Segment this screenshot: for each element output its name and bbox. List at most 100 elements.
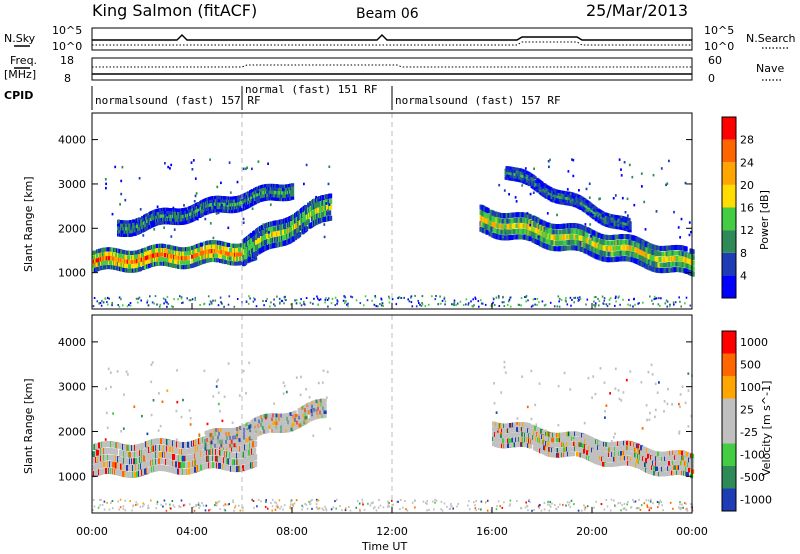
echo-cell	[567, 170, 570, 173]
echo-cell	[474, 296, 476, 299]
echo-cell	[574, 296, 577, 299]
echo-cell	[202, 209, 206, 213]
echo-cell	[129, 451, 133, 458]
echo-cell	[255, 425, 259, 429]
echo-cell	[511, 175, 515, 179]
echo-cell	[400, 297, 403, 299]
echo-cell	[212, 236, 215, 240]
echo-cell	[648, 248, 652, 254]
echo-cell	[374, 295, 376, 297]
echo-cell	[166, 305, 168, 308]
echo-cell	[209, 300, 212, 303]
echo-cell	[165, 248, 169, 253]
echo-cell	[527, 180, 531, 184]
echo-cell	[527, 299, 529, 302]
echo-cell	[201, 213, 205, 217]
echo-cell	[657, 251, 661, 257]
echo-cell	[680, 305, 682, 308]
echo-cell	[226, 202, 229, 206]
echo-cell	[167, 459, 171, 466]
echo-cell	[172, 206, 175, 210]
echo-cell	[555, 235, 559, 241]
echo-cell	[168, 244, 172, 249]
echo-cell	[561, 201, 565, 205]
echo-cell	[149, 250, 153, 255]
echo-cell	[241, 458, 245, 465]
echo-cell	[498, 183, 501, 187]
echo-cell	[148, 460, 152, 467]
echo-cell	[545, 196, 549, 199]
echo-cell	[638, 302, 640, 305]
echo-cell	[229, 191, 232, 194]
echo-cell	[566, 303, 569, 306]
echo-cell	[630, 257, 634, 263]
echo-cell	[248, 256, 252, 262]
echo-cell	[329, 193, 333, 199]
echo-cell	[194, 296, 197, 299]
echo-cell	[565, 297, 567, 300]
echo-cell	[336, 302, 338, 305]
echo-cell	[506, 171, 510, 175]
echo-cell	[410, 295, 413, 298]
echo-cell	[178, 247, 182, 252]
echo-cell	[521, 212, 525, 218]
echo-cell	[685, 269, 689, 274]
echo-cell	[525, 296, 527, 299]
echo-cell	[380, 298, 383, 301]
echo-cell	[477, 300, 480, 303]
echo-cell	[138, 262, 142, 267]
echo-cell	[239, 252, 243, 257]
echo-cell	[620, 215, 623, 219]
echo-cell	[270, 238, 274, 243]
echo-cell	[175, 448, 179, 454]
echo-cell	[227, 260, 231, 265]
echo-cell	[470, 300, 472, 303]
echo-cell	[625, 222, 629, 226]
echo-cell	[294, 421, 298, 426]
echo-cell	[189, 299, 192, 302]
echo-cell	[598, 300, 601, 303]
echo-cell	[282, 235, 286, 241]
echo-cell	[199, 304, 201, 306]
echo-cell	[146, 213, 150, 217]
echo-cell	[545, 187, 549, 191]
echo-cell	[263, 304, 265, 307]
echo-cell	[293, 426, 297, 430]
echo-cell	[615, 245, 619, 251]
echo-cell	[221, 203, 223, 207]
echo-cell	[291, 193, 295, 197]
echo-cell	[230, 196, 234, 200]
echo-cell	[327, 182, 330, 186]
echo-cell	[582, 200, 586, 204]
echo-cell	[183, 204, 185, 207]
echo-cell	[305, 226, 309, 232]
echo-cell	[318, 196, 320, 200]
echo-cell	[111, 302, 113, 304]
echo-cell	[118, 456, 122, 463]
echo-cell	[201, 251, 205, 256]
echo-cell	[280, 421, 284, 426]
echo-cell	[208, 244, 212, 249]
echo-cell	[117, 226, 119, 230]
echo-cell	[518, 304, 521, 306]
echo-cell	[95, 443, 99, 450]
echo-cell	[520, 297, 523, 300]
echo-cell	[606, 218, 610, 222]
echo-cell	[633, 297, 635, 300]
echo-cell	[691, 249, 695, 255]
echo-cell	[207, 258, 211, 263]
echo-cell	[665, 183, 667, 187]
echo-cell	[133, 250, 137, 255]
echo-cell	[493, 213, 496, 217]
echo-cell	[291, 186, 295, 190]
echo-cell	[271, 425, 275, 429]
echo-cell	[560, 193, 564, 197]
echo-cell	[168, 439, 172, 446]
echo-cell	[96, 449, 100, 456]
echo-cell	[524, 218, 528, 224]
echo-cell	[305, 297, 308, 299]
echo-cell	[583, 226, 587, 232]
echo-cell	[496, 223, 500, 229]
echo-cell	[188, 216, 192, 220]
echo-cell	[129, 268, 133, 273]
